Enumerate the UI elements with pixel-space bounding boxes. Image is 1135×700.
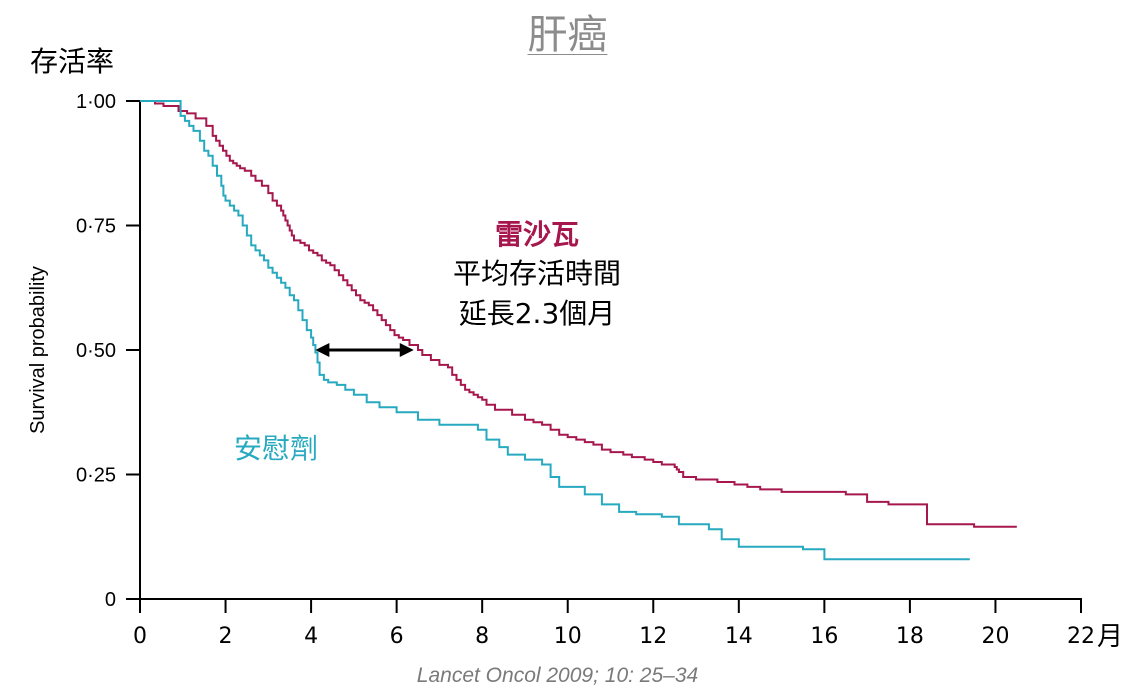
y-tick-label: 0·75 — [76, 216, 116, 238]
treatment-annotation: 雷沙瓦 — [495, 218, 579, 251]
placebo-survival-curve — [140, 100, 970, 561]
y-tick-label: 0·25 — [76, 465, 116, 487]
x-tick-label: 6 — [390, 624, 404, 649]
citation: Lancet Oncol 2009; 10: 25–34 — [416, 664, 699, 687]
x-tick-label: 0 — [133, 624, 147, 649]
x-tick-label: 16 — [810, 624, 838, 649]
x-tick-label: 4 — [304, 624, 318, 649]
x-tick-label: 22 — [1067, 624, 1095, 649]
median-difference-arrow — [315, 343, 414, 357]
x-tick-label: 20 — [981, 624, 1009, 649]
y-axis-top-label: 存活率 — [30, 45, 114, 78]
chart-title: 肝癌 — [527, 12, 608, 58]
x-tick-label: 2 — [219, 624, 233, 649]
x-tick-label: 8 — [475, 624, 489, 649]
x-tick-label: 18 — [896, 624, 924, 649]
series-lines — [140, 100, 1017, 561]
placebo-annotation: 安慰劑 — [234, 432, 318, 465]
y-tick-label: 1·00 — [76, 91, 116, 113]
extension-annotation: 延長2.3個月 — [459, 297, 616, 330]
y-axis-label: Survival probability — [27, 266, 49, 434]
x-tick-label: 14 — [725, 624, 753, 649]
y-tick-label: 0·50 — [76, 340, 116, 362]
treatment-survival-curve — [140, 100, 1017, 528]
x-tick-label: 12 — [639, 624, 667, 649]
y-ticks: 0 0·25 0·50 0·75 1·00 — [76, 91, 140, 611]
median-survival-annotation: 平均存活時間 — [453, 257, 621, 290]
x-ticks: 0 2 4 6 8 10 12 14 16 18 20 22 — [133, 599, 1095, 649]
y-tick-label: 0 — [105, 589, 116, 611]
x-axis-unit: 月 — [1097, 622, 1123, 652]
arrow-head-right — [399, 343, 414, 357]
x-tick-label: 10 — [554, 624, 582, 649]
arrow-head-left — [315, 343, 330, 357]
